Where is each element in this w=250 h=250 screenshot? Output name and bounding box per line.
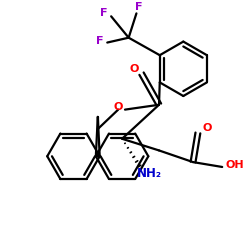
Text: F: F: [96, 36, 103, 46]
Text: NH₂: NH₂: [137, 167, 162, 180]
Text: OH: OH: [226, 160, 244, 170]
Text: O: O: [129, 64, 138, 74]
Text: F: F: [134, 2, 142, 12]
Text: O: O: [203, 123, 212, 133]
Text: F: F: [100, 8, 107, 18]
Text: O: O: [114, 102, 123, 112]
